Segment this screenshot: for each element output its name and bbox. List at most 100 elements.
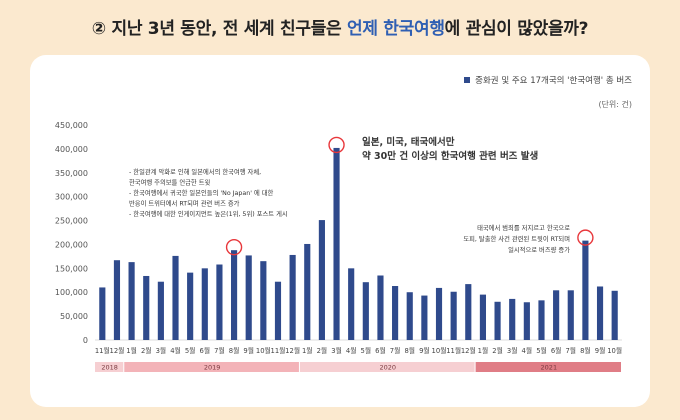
x-tick-label: 3월 — [156, 346, 167, 355]
bar — [362, 282, 369, 340]
y-tick-label: 150,000 — [55, 264, 88, 273]
bar — [304, 243, 311, 340]
bar — [392, 286, 399, 340]
x-tick-label: 1월 — [126, 346, 137, 355]
x-tick-label: 8월 — [229, 346, 240, 355]
chart-card — [30, 55, 650, 407]
bar — [611, 290, 618, 340]
bar — [245, 255, 252, 340]
x-tick-label: 2월 — [492, 346, 503, 355]
x-tick-label: 7월 — [565, 346, 576, 355]
bar — [230, 250, 238, 340]
y-tick-label: 450,000 — [55, 121, 88, 130]
x-tick-label: 8월 — [580, 346, 591, 355]
unit-label: (단위: 건) — [598, 100, 632, 109]
x-tick-label: 7월 — [390, 346, 401, 355]
x-tick-label: 5월 — [361, 346, 372, 355]
x-tick-label: 3월 — [331, 346, 342, 355]
y-tick-label: 100,000 — [55, 288, 88, 297]
annotation-text: - 한국여행에서 귀국한 일본인들의 'No Japan' 에 대한 — [129, 188, 274, 197]
bar — [333, 147, 340, 340]
x-tick-label: 2월 — [317, 346, 328, 355]
watermark: 우리일보 — [292, 384, 381, 409]
annotation-text: 일본, 미국, 태국에서만 — [362, 136, 455, 148]
x-tick-label: 9월 — [243, 346, 254, 355]
bar — [99, 287, 106, 340]
bar — [553, 290, 560, 340]
x-tick-label: 2월 — [141, 346, 152, 355]
bar — [377, 275, 384, 340]
year-label: 2021 — [541, 364, 558, 372]
x-tick-label: 12월 — [285, 346, 300, 355]
x-tick-label: 9월 — [595, 346, 606, 355]
y-tick-label: 200,000 — [55, 240, 88, 249]
x-tick-label: 12월 — [110, 346, 125, 355]
year-label: 2018 — [101, 364, 118, 372]
x-tick-label: 6월 — [375, 346, 386, 355]
y-tick-label: 0 — [83, 336, 88, 345]
legend-label: 중화권 및 주요 17개국의 '한국여행' 총 버즈 — [475, 76, 632, 86]
bar — [538, 300, 545, 340]
title-highlight: 언제 한국여행 — [347, 19, 445, 39]
bar — [187, 272, 194, 340]
x-tick-label: 10월 — [256, 346, 271, 355]
title-prefix: ② 지난 3년 동안, 전 세계 친구들은 — [91, 19, 347, 39]
bar — [450, 291, 457, 340]
bar — [157, 281, 164, 340]
year-label: 2020 — [380, 364, 397, 372]
bar — [289, 254, 296, 340]
title-suffix: 에 관심이 많았을까? — [444, 19, 589, 39]
bar — [143, 275, 150, 340]
bar — [582, 240, 589, 340]
bar — [318, 220, 325, 340]
year-band — [95, 362, 124, 372]
x-tick-label: 9월 — [419, 346, 430, 355]
highlight-circle — [225, 238, 243, 256]
bar — [509, 298, 516, 340]
y-tick-label: 250,000 — [55, 217, 88, 226]
x-tick-label: 5월 — [185, 346, 196, 355]
highlight-circle — [577, 229, 594, 246]
bar — [113, 260, 121, 340]
y-tick-label: 300,000 — [55, 193, 88, 202]
x-tick-label: 11월 — [271, 346, 286, 355]
annotation-text: 반응이 트위터에서 RT되며 관련 버즈 증가 — [129, 199, 240, 208]
annotation-text: - 한국여행에 대한 인게이지먼트 높은(1위, 5위) 포스트 게시 — [129, 209, 288, 218]
bar — [494, 301, 501, 340]
year-band — [124, 362, 299, 372]
annotation-text: 도피, 탈출한 사건 관련된 트윗이 RT되며 — [463, 234, 570, 243]
x-tick-label: 4월 — [170, 346, 181, 355]
bar — [172, 255, 179, 340]
x-tick-label: 10월 — [607, 346, 622, 355]
annotation-text: 한국여행 주의보를 언급한 트윗 — [129, 178, 211, 187]
legend-swatch — [464, 77, 471, 83]
x-tick-label: 1월 — [302, 346, 313, 355]
x-tick-label: 12월 — [461, 346, 476, 355]
bar — [406, 292, 413, 340]
y-tick-label: 350,000 — [55, 169, 88, 178]
bar — [274, 281, 282, 340]
x-tick-label: 5월 — [536, 346, 547, 355]
bar — [465, 284, 472, 340]
annotation-text: 태국에서 범죄를 저지르고 한국으로 — [477, 223, 570, 232]
bar — [421, 295, 428, 340]
annotation-text: 일시적으로 버즈량 증가 — [508, 245, 570, 254]
bar — [435, 287, 443, 340]
x-tick-label: 4월 — [522, 346, 533, 355]
annotation-text: 약 30만 건 이상의 한국여행 관련 버즈 발생 — [362, 150, 538, 162]
highlight-circle — [328, 136, 345, 154]
x-tick-label: 1월 — [478, 346, 489, 355]
year-label: 2019 — [204, 364, 221, 372]
bar — [348, 268, 355, 340]
chart-title: ② 지난 3년 동안, 전 세계 친구들은 언제 한국여행에 관심이 많았을까? — [0, 14, 680, 39]
bar — [523, 302, 530, 340]
bar — [479, 294, 487, 340]
x-tick-label: 11월 — [446, 346, 461, 355]
year-band — [299, 362, 475, 372]
y-tick-label: 400,000 — [55, 145, 88, 154]
x-tick-label: 6월 — [551, 346, 562, 355]
x-tick-label: 10월 — [432, 346, 447, 355]
bar — [201, 268, 208, 340]
legend: 중화권 및 주요 17개국의 '한국여행' 총 버즈 — [464, 74, 632, 86]
